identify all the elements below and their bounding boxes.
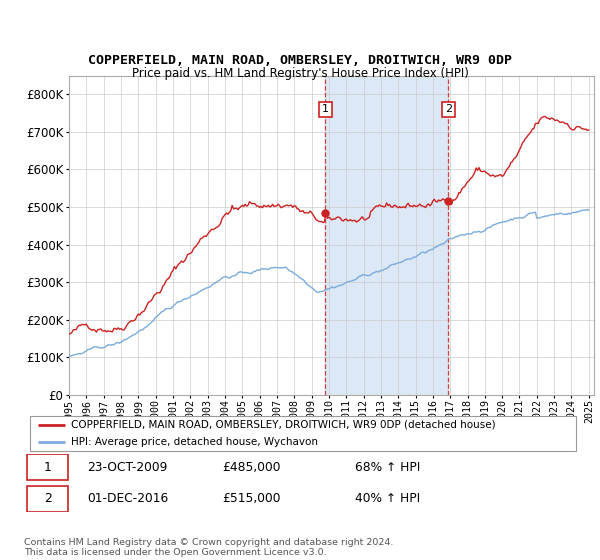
Text: 1: 1 xyxy=(322,104,329,114)
Text: 40% ↑ HPI: 40% ↑ HPI xyxy=(355,492,421,505)
Text: Contains HM Land Registry data © Crown copyright and database right 2024.
This d: Contains HM Land Registry data © Crown c… xyxy=(24,538,394,557)
Text: COPPERFIELD, MAIN ROAD, OMBERSLEY, DROITWICH, WR9 0DP (detached house): COPPERFIELD, MAIN ROAD, OMBERSLEY, DROIT… xyxy=(71,419,496,430)
Text: 01-DEC-2016: 01-DEC-2016 xyxy=(88,492,169,505)
FancyBboxPatch shape xyxy=(30,416,576,451)
FancyBboxPatch shape xyxy=(27,486,68,512)
Text: 2: 2 xyxy=(445,104,452,114)
Text: HPI: Average price, detached house, Wychavon: HPI: Average price, detached house, Wych… xyxy=(71,437,318,447)
Text: 1: 1 xyxy=(44,461,52,474)
Text: 2: 2 xyxy=(44,492,52,505)
Text: £485,000: £485,000 xyxy=(223,461,281,474)
Bar xyxy=(325,76,448,395)
Text: 23-OCT-2009: 23-OCT-2009 xyxy=(88,461,168,474)
Text: 68% ↑ HPI: 68% ↑ HPI xyxy=(355,461,421,474)
Text: COPPERFIELD, MAIN ROAD, OMBERSLEY, DROITWICH, WR9 0DP: COPPERFIELD, MAIN ROAD, OMBERSLEY, DROIT… xyxy=(88,54,512,67)
FancyBboxPatch shape xyxy=(27,454,68,480)
Text: £515,000: £515,000 xyxy=(223,492,281,505)
Text: Price paid vs. HM Land Registry's House Price Index (HPI): Price paid vs. HM Land Registry's House … xyxy=(131,67,469,80)
